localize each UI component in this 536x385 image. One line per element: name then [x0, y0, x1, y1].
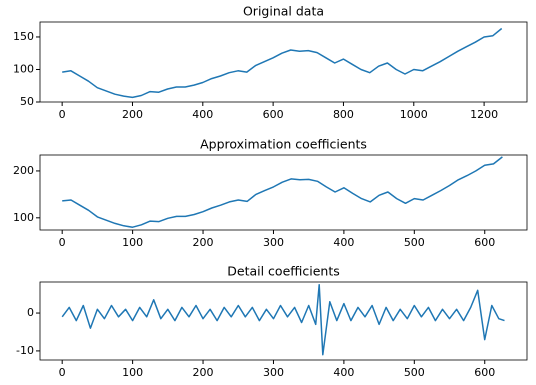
axes-frame [39, 154, 528, 231]
x-tick-label: 0 [59, 108, 66, 121]
y-tick-label: 200 [13, 164, 34, 177]
y-tick-label: 150 [13, 30, 34, 43]
x-tick-label: 300 [263, 366, 284, 379]
x-tick-label: 0 [59, 236, 66, 249]
axes-frame [39, 21, 528, 103]
x-tick-label: 600 [474, 236, 495, 249]
subplot-title: Approximation coefficients [200, 137, 367, 152]
data-line [61, 283, 505, 356]
x-tick-label: 100 [122, 366, 143, 379]
x-tick-label: 600 [263, 108, 284, 121]
x-tick-label: 600 [474, 366, 495, 379]
axes-frame [39, 281, 528, 361]
data-line [62, 27, 503, 99]
y-tick-label: 50 [20, 95, 34, 108]
data-line [62, 156, 503, 228]
y-tick-label: -10 [16, 344, 34, 357]
x-tick-label: 300 [263, 236, 284, 249]
x-tick-label: 100 [122, 236, 143, 249]
x-tick-label: 800 [333, 108, 354, 121]
x-tick-label: 200 [193, 366, 214, 379]
x-tick-label: 200 [122, 108, 143, 121]
x-tick-label: 0 [59, 366, 66, 379]
x-tick-label: 500 [404, 366, 425, 379]
y-tick-label: 0 [27, 306, 34, 319]
x-tick-label: 1200 [470, 108, 498, 121]
y-tick-label: 100 [13, 62, 34, 75]
x-tick-label: 400 [192, 108, 213, 121]
subplot-title: Original data [243, 4, 324, 19]
y-tick-label: 100 [13, 211, 34, 224]
x-tick-label: 400 [333, 366, 354, 379]
x-tick-label: 400 [333, 236, 354, 249]
x-tick-label: 200 [193, 236, 214, 249]
subplot-title: Detail coefficients [227, 264, 339, 279]
x-tick-label: 1000 [400, 108, 428, 121]
x-tick-label: 500 [404, 236, 425, 249]
